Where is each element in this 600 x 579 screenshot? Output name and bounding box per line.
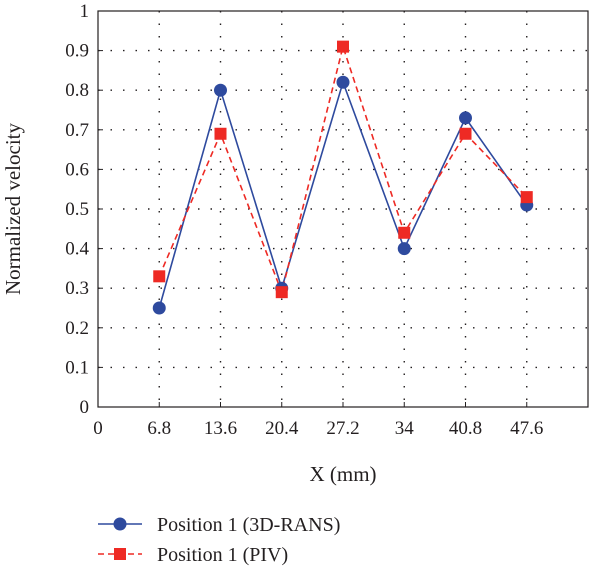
data-point-0 <box>152 301 166 315</box>
y-tick-label: 0.9 <box>65 41 89 62</box>
legend-piv-label: Position 1 (PIV) <box>157 544 288 566</box>
legend-item-rans: Position 1 (3D-RANS) <box>98 514 340 536</box>
data-point-1 <box>520 191 533 204</box>
data-point-0 <box>214 83 227 97</box>
data-point-0 <box>397 242 411 256</box>
legend-item-piv: Position 1 (PIV) <box>98 544 288 566</box>
y-axis-title: Normalized velocity <box>1 122 25 295</box>
y-tick-label: 0.5 <box>65 199 89 220</box>
data-point-1 <box>337 40 349 53</box>
series <box>152 40 534 315</box>
y-tick-label: 0.4 <box>65 239 89 260</box>
y-axis: 0 0.1 0.2 0.3 0.4 0.5 0.6 0.7 0.8 0.9 1 <box>65 1 103 418</box>
grid <box>98 11 588 407</box>
y-tick-label: 0.8 <box>65 80 89 101</box>
x-tick-label: 20.4 <box>265 418 299 439</box>
y-tick-label: 0.1 <box>65 357 89 378</box>
data-point-1 <box>398 226 411 239</box>
y-tick-label: 0 <box>80 397 90 418</box>
legend-rans-marker <box>113 517 127 531</box>
x-axis: 0 6.8 13.6 20.4 27.2 34 40.8 47.6 <box>93 402 543 439</box>
x-tick-label: 6.8 <box>147 418 171 439</box>
data-point-0 <box>336 75 350 89</box>
legend: Position 1 (3D-RANS) Position 1 (PIV) <box>98 514 340 566</box>
plot-frame <box>97 10 589 408</box>
y-tick-label: 0.6 <box>65 159 89 180</box>
y-tick-label: 0.2 <box>65 318 89 339</box>
data-point-1 <box>459 127 472 140</box>
y-tick-label: 1 <box>80 1 90 22</box>
x-tick-label: 13.6 <box>204 418 237 439</box>
data-point-1 <box>275 286 288 299</box>
x-tick-label: 47.6 <box>510 418 543 439</box>
data-point-1 <box>214 127 227 140</box>
x-tick-label: 34 <box>395 418 415 439</box>
x-axis-title: X (mm) <box>309 462 376 486</box>
y-tick-label: 0.7 <box>65 120 89 141</box>
legend-rans-label: Position 1 (3D-RANS) <box>157 514 340 536</box>
data-point-1 <box>153 270 166 283</box>
x-tick-label: 40.8 <box>449 418 482 439</box>
y-tick-label: 0.3 <box>65 278 89 299</box>
data-point-0 <box>459 111 472 125</box>
x-tick-label: 27.2 <box>326 418 359 439</box>
legend-piv-marker <box>114 548 126 560</box>
x-tick-label: 0 <box>93 418 103 439</box>
